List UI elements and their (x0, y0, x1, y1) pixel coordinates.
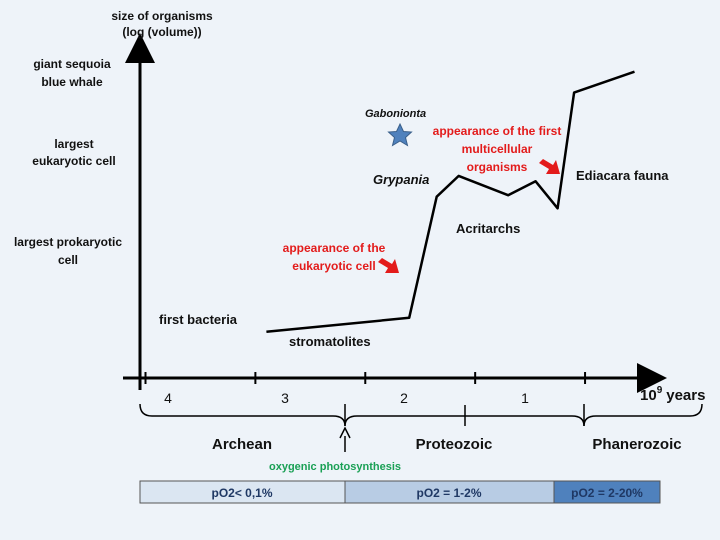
oxygen-label-1: pO2< 0,1% (211, 486, 272, 500)
eon-proteozoic: Proteozoic (416, 436, 493, 453)
x-tick-label-2: 2 (400, 390, 408, 406)
y-axis-title-line2: (log (volume)) (122, 25, 201, 39)
x-axis-title-base: 10 (640, 387, 657, 404)
annotation-grypania: Grypania (373, 172, 429, 187)
oxygen-label-2: pO2 = 1-2% (416, 486, 481, 500)
annotation-first-bacteria: first bacteria (159, 312, 238, 327)
eon-brackets (139, 403, 703, 427)
annotation-multicellular-3: organisms (467, 160, 528, 174)
annotation-oxygenic: oxygenic photosynthesis (269, 461, 401, 473)
eukaryotic-arrow-icon (378, 258, 399, 273)
annotation-eukaryotic-2: eukaryotic cell (292, 259, 375, 273)
annotation-stromatolites: stromatolites (289, 334, 371, 349)
y-level-label-sequoia-2: blue whale (41, 75, 103, 89)
oxygenic-arrow-head-icon (339, 426, 351, 439)
annotation-ediacara: Ediacara fauna (576, 168, 669, 183)
oxygen-segment-3 (553, 480, 661, 504)
x-axis-title-unit: years (666, 387, 705, 404)
annotation-acritarchs: Acritarchs (456, 221, 520, 236)
x-tick-label-4: 4 (164, 390, 172, 406)
oxygen-label-3: pO2 = 2-20% (571, 486, 643, 500)
gabonionta-star-icon (387, 122, 413, 147)
y-level-label-sequoia-1: giant sequoia (33, 57, 111, 71)
y-level-label-eukaryotic-1: largest (54, 137, 93, 151)
x-tick-label-3: 3 (281, 390, 289, 406)
eon-archean: Archean (212, 436, 272, 453)
series-line (266, 70, 635, 333)
annotation-multicellular-1: appearance of the first (433, 124, 562, 138)
y-level-label-prokaryotic-2: cell (58, 253, 78, 267)
x-axis-title-exponent: 9 (657, 385, 663, 396)
y-level-label-prokaryotic-1: largest prokaryotic (14, 235, 122, 249)
x-ticks (144, 372, 587, 384)
annotation-gabonionta: Gabonionta (365, 108, 426, 120)
multicellular-arrow-icon (539, 159, 560, 174)
eon-phanerozoic: Phanerozoic (592, 436, 681, 453)
y-level-label-eukaryotic-2: eukaryotic cell (32, 154, 115, 168)
annotation-multicellular-2: multicellular (462, 142, 533, 156)
x-axis-title: 109 years (640, 385, 705, 404)
y-axis-title-line1: size of organisms (111, 9, 213, 23)
annotation-eukaryotic-1: appearance of the (283, 241, 386, 255)
x-tick-label-1: 1 (521, 390, 529, 406)
